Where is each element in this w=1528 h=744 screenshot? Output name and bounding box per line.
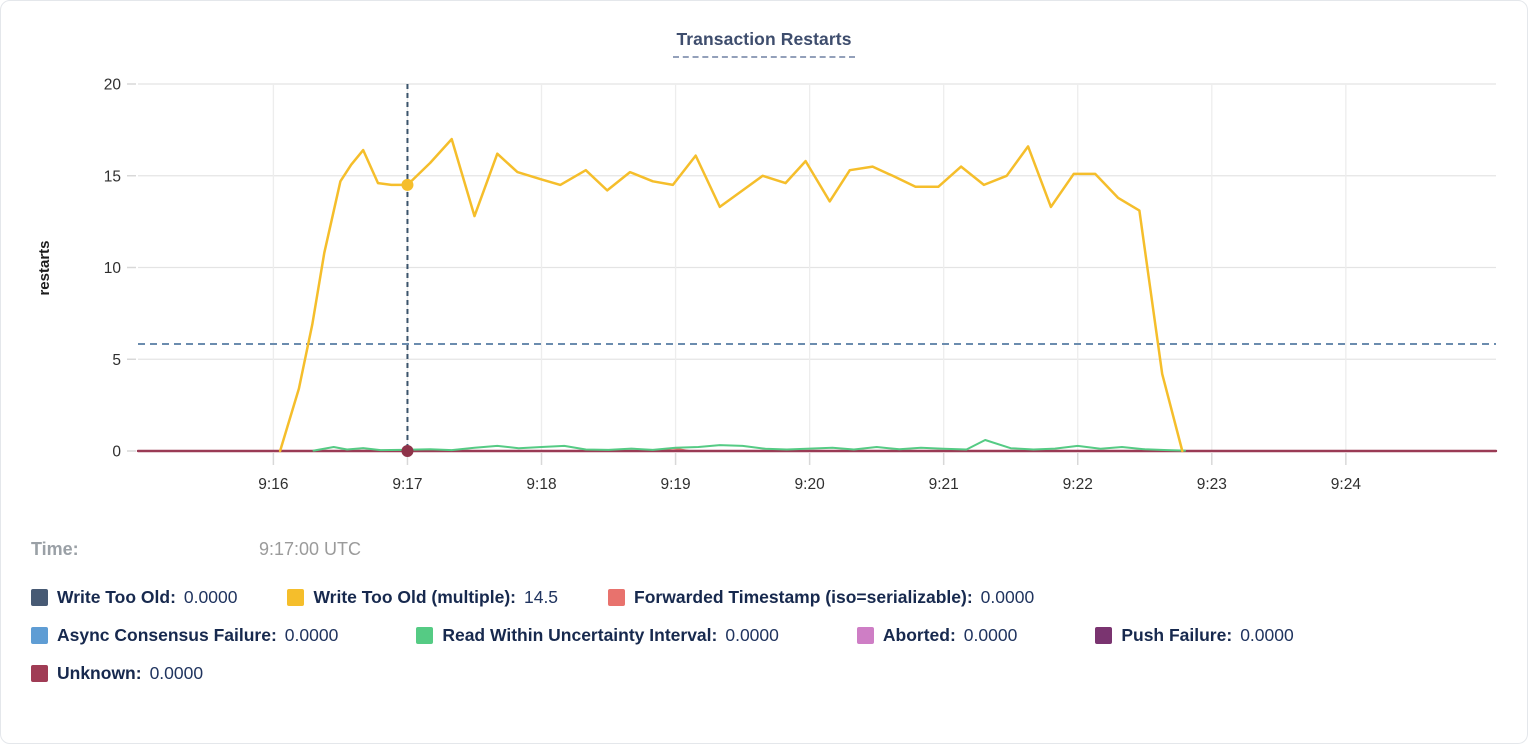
x-tick-label: 9:16: [258, 476, 288, 493]
legend-swatch: [31, 589, 48, 606]
y-tick-label: 10: [104, 260, 122, 277]
legend-swatch: [31, 627, 48, 644]
y-tick-label: 15: [104, 168, 121, 185]
series-line-write-too-old-multiple-: [278, 137, 1184, 453]
legend-row: Unknown: 0.0000: [31, 663, 1509, 684]
line-chart-svg[interactable]: 0 5 10 15 20 9:16 9:17 9:18 9:19 9:20 9:21 9:22 9:23…: [1, 1, 1528, 521]
x-tick-label: 9:23: [1197, 476, 1227, 493]
legend-item: Forwarded Timestamp (iso=serializable): 0…: [608, 587, 1034, 608]
legend-item: Aborted: 0.0000: [856, 625, 1018, 646]
x-tick-label: 9:17: [392, 476, 422, 493]
legend-series-value: 0.0000: [149, 663, 204, 683]
x-tick-label: 9:21: [929, 476, 959, 493]
x-tick-label: 9:20: [795, 476, 826, 493]
legend-series-label: Aborted:: [882, 625, 956, 645]
y-axis-title: restarts: [36, 240, 53, 295]
series-line-read-within-uncertainty-interval: [312, 439, 1186, 452]
chart-title[interactable]: Transaction Restarts: [673, 29, 855, 58]
legend-series-value: 0.0000: [980, 587, 1035, 607]
legend-item: Write Too Old: 0.0000: [31, 587, 237, 608]
legend-swatch: [31, 665, 48, 682]
x-tick-label: 9:18: [526, 476, 556, 493]
legend-swatch: [416, 627, 434, 644]
legend-series-value: 14.5: [523, 587, 559, 607]
legend-series-value: 0.0000: [183, 587, 238, 607]
y-tick-label: 5: [112, 352, 121, 369]
legend-item: Unknown: 0.0000: [31, 663, 203, 684]
legend-row: Async Consensus Failure: 0.0000 Read Withi…: [31, 625, 1509, 646]
x-tick-label: 9:19: [660, 476, 690, 493]
legend-series-value: 0.0000: [284, 625, 339, 645]
legend-item: Push Failure: 0.0000: [1095, 625, 1294, 646]
chart-legend: Write Too Old: 0.0000 Write Too Old (multi…: [31, 587, 1509, 701]
legend-series-value: 0.0000: [725, 625, 779, 645]
legend-item: Read Within Uncertainty Interval: 0.0000: [416, 625, 779, 646]
legend-swatch: [287, 589, 305, 606]
legend-series-label: Write Too Old (multiple):: [313, 587, 516, 607]
hover-point-dot: [401, 445, 414, 457]
legend-series-label: Push Failure:: [1121, 625, 1233, 645]
hover-time-row: Time: 9:17:00 UTC: [31, 539, 1499, 565]
y-tick-label: 20: [104, 77, 122, 94]
legend-series-label: Forwarded Timestamp (iso=serializable):: [634, 587, 973, 607]
legend-swatch: [1095, 627, 1113, 644]
legend-series-value: 0.0000: [963, 625, 1018, 645]
legend-swatch: [608, 589, 626, 606]
y-tick-label: 0: [112, 444, 121, 461]
legend-item: Async Consensus Failure: 0.0000: [31, 625, 338, 646]
chart-title-wrap: Transaction Restarts: [1, 29, 1527, 58]
time-label: Time:: [31, 539, 79, 559]
chart-plot-area[interactable]: 0 5 10 15 20 9:16 9:17 9:18 9:19 9:20 9:21 9:22 9:23…: [1, 1, 1528, 521]
legend-row: Write Too Old: 0.0000 Write Too Old (multi…: [31, 587, 1509, 608]
legend-series-label: Write Too Old:: [57, 587, 176, 607]
time-value: 9:17:00 UTC: [259, 539, 362, 559]
legend-series-label: Unknown:: [57, 663, 142, 683]
legend-item: Write Too Old (multiple): 14.5: [287, 587, 558, 608]
legend-swatch: [856, 627, 874, 644]
legend-series-value: 0.0000: [1240, 625, 1294, 645]
hover-point-dot: [401, 178, 414, 191]
x-tick-label: 9:22: [1063, 476, 1093, 493]
legend-series-label: Async Consensus Failure:: [57, 625, 277, 645]
legend-series-label: Read Within Uncertainty Interval:: [442, 625, 718, 645]
x-tick-label: 9:24: [1331, 476, 1362, 493]
